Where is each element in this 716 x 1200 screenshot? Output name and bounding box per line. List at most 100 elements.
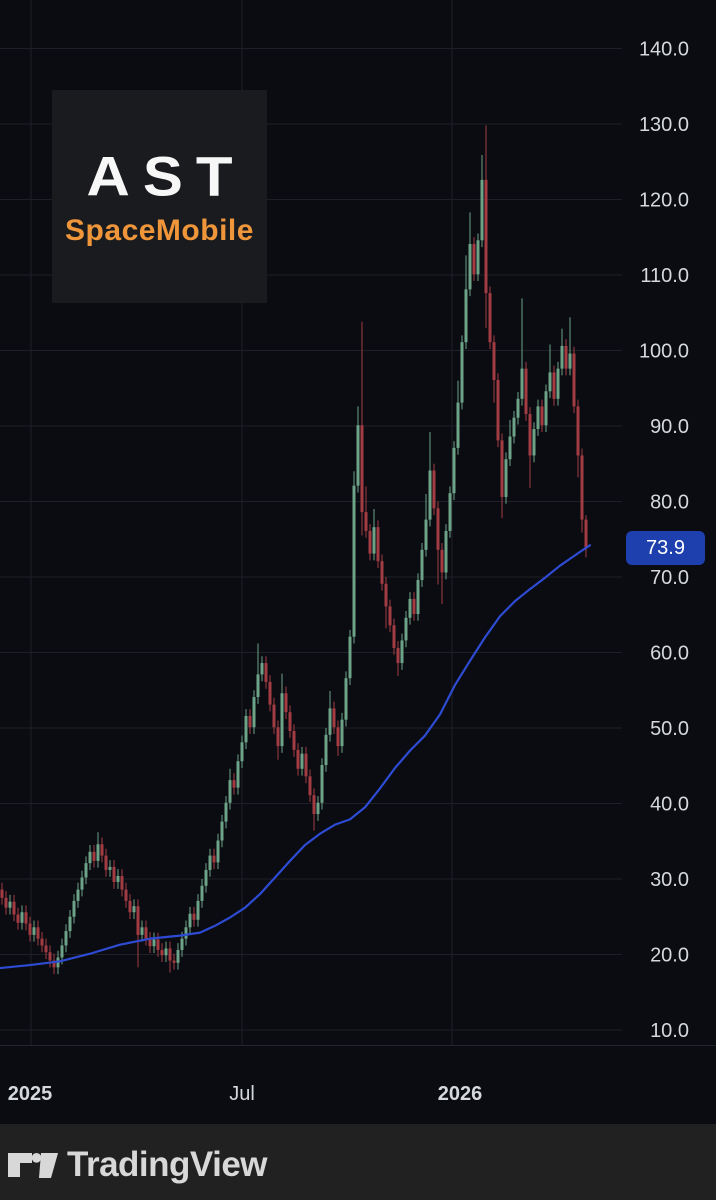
candle-body	[80, 877, 84, 890]
candle-body	[20, 912, 24, 923]
candle-body	[84, 863, 88, 878]
candle-body	[128, 900, 132, 913]
candle-body	[44, 945, 48, 953]
price-axis-label[interactable]: 40.0	[650, 794, 689, 816]
candle-body	[528, 413, 532, 456]
candle-body	[324, 734, 328, 765]
time-axis-label[interactable]: Jul	[229, 1083, 255, 1105]
candle-body	[92, 851, 96, 861]
candle-body	[232, 780, 236, 788]
price-axis-label[interactable]: 20.0	[650, 945, 689, 967]
candle-body	[368, 530, 372, 554]
candle-body	[48, 952, 52, 961]
candle-body	[292, 731, 296, 750]
candle-body	[0, 889, 4, 898]
candle-body	[472, 244, 476, 275]
candle-body	[236, 761, 240, 788]
candle-body	[340, 719, 344, 747]
candle-body	[416, 580, 420, 614]
time-axis-label[interactable]: 2025	[7, 1083, 53, 1105]
price-axis-label[interactable]: 130.0	[639, 114, 689, 136]
candle-body	[584, 519, 588, 548]
price-axis-label[interactable]: 50.0	[650, 718, 689, 740]
price-axis-label[interactable]: 140.0	[639, 39, 689, 61]
candle-body	[96, 844, 100, 861]
candle-body	[400, 640, 404, 664]
price-axis-label[interactable]: 30.0	[650, 869, 689, 891]
candle-body	[272, 704, 276, 728]
candle-body	[520, 368, 524, 399]
candle-body	[140, 927, 144, 935]
candle-body	[260, 663, 264, 675]
candle-body	[192, 913, 196, 920]
candle-body	[52, 960, 56, 968]
candle-body	[448, 493, 452, 531]
candle-body	[104, 855, 108, 870]
candle-body	[276, 727, 280, 747]
candle-body	[240, 742, 244, 762]
candle-body	[160, 949, 164, 956]
candle-body	[376, 527, 380, 562]
footer-attribution-bar: TradingView	[0, 1124, 716, 1200]
candle-body	[316, 802, 320, 815]
candle-body	[352, 485, 356, 637]
tradingview-brand-text[interactable]: TradingView	[67, 1145, 268, 1184]
candle-body	[252, 697, 256, 728]
price-axis-label[interactable]: 120.0	[639, 190, 689, 212]
candle-body	[224, 802, 228, 822]
candle-body	[172, 960, 176, 963]
price-axis-label[interactable]: 60.0	[650, 643, 689, 665]
candle-body	[196, 900, 200, 920]
candle-body	[176, 949, 180, 963]
candle-body	[580, 455, 584, 520]
candlestick-chart[interactable]: 140.0 130.0 120.0 110.0 100.0 90.0 80.0 70.0 60.…	[0, 0, 716, 1046]
candle-body	[492, 342, 496, 380]
candle-body	[480, 179, 484, 241]
candle-body	[428, 470, 432, 520]
candle-body	[312, 795, 316, 815]
candle-body	[384, 583, 388, 607]
candle-body	[524, 368, 528, 414]
price-axis-label[interactable]: 80.0	[650, 492, 689, 514]
candle-body	[244, 715, 248, 743]
ast-spacemobile-logo-card: AST SpaceMobile	[52, 90, 267, 303]
candle-body	[440, 549, 444, 573]
candle-body	[576, 406, 580, 456]
candle-body	[280, 693, 284, 747]
candle-body	[356, 425, 360, 486]
candle-body	[120, 875, 124, 890]
candle-body	[436, 508, 440, 550]
candle-body	[36, 927, 40, 939]
candle-body	[288, 712, 292, 732]
candle-body	[512, 417, 516, 437]
candle-body	[216, 840, 220, 863]
time-axis-label[interactable]: 2026	[437, 1083, 483, 1105]
candle-body	[40, 938, 44, 946]
candle-body	[12, 901, 16, 915]
candle-body	[404, 617, 408, 641]
candle-body	[432, 470, 436, 509]
candle-body	[212, 855, 216, 863]
candle-body	[88, 851, 92, 864]
price-axis-label[interactable]: 10.0	[650, 1020, 689, 1042]
price-axis-label[interactable]: 90.0	[650, 416, 689, 438]
candle-body	[496, 379, 500, 441]
candle-body	[332, 708, 336, 728]
price-axis-label[interactable]: 100.0	[639, 341, 689, 363]
candle-body	[548, 372, 552, 392]
candle-body	[136, 906, 140, 935]
candle-body	[392, 625, 396, 648]
candle-body	[220, 821, 224, 841]
candle-body	[504, 459, 508, 497]
price-axis-label[interactable]: 70.0	[650, 567, 689, 589]
candle-body	[388, 606, 392, 626]
candle-body	[572, 353, 576, 407]
candle-body	[4, 897, 8, 908]
candle-body	[184, 927, 188, 939]
candle-body	[76, 889, 80, 901]
candle-body	[556, 368, 560, 399]
price-axis-label[interactable]: 110.0	[640, 265, 689, 287]
candle-body	[344, 678, 348, 720]
candle-body	[256, 674, 260, 698]
last-price-value: 73.9	[646, 536, 685, 559]
